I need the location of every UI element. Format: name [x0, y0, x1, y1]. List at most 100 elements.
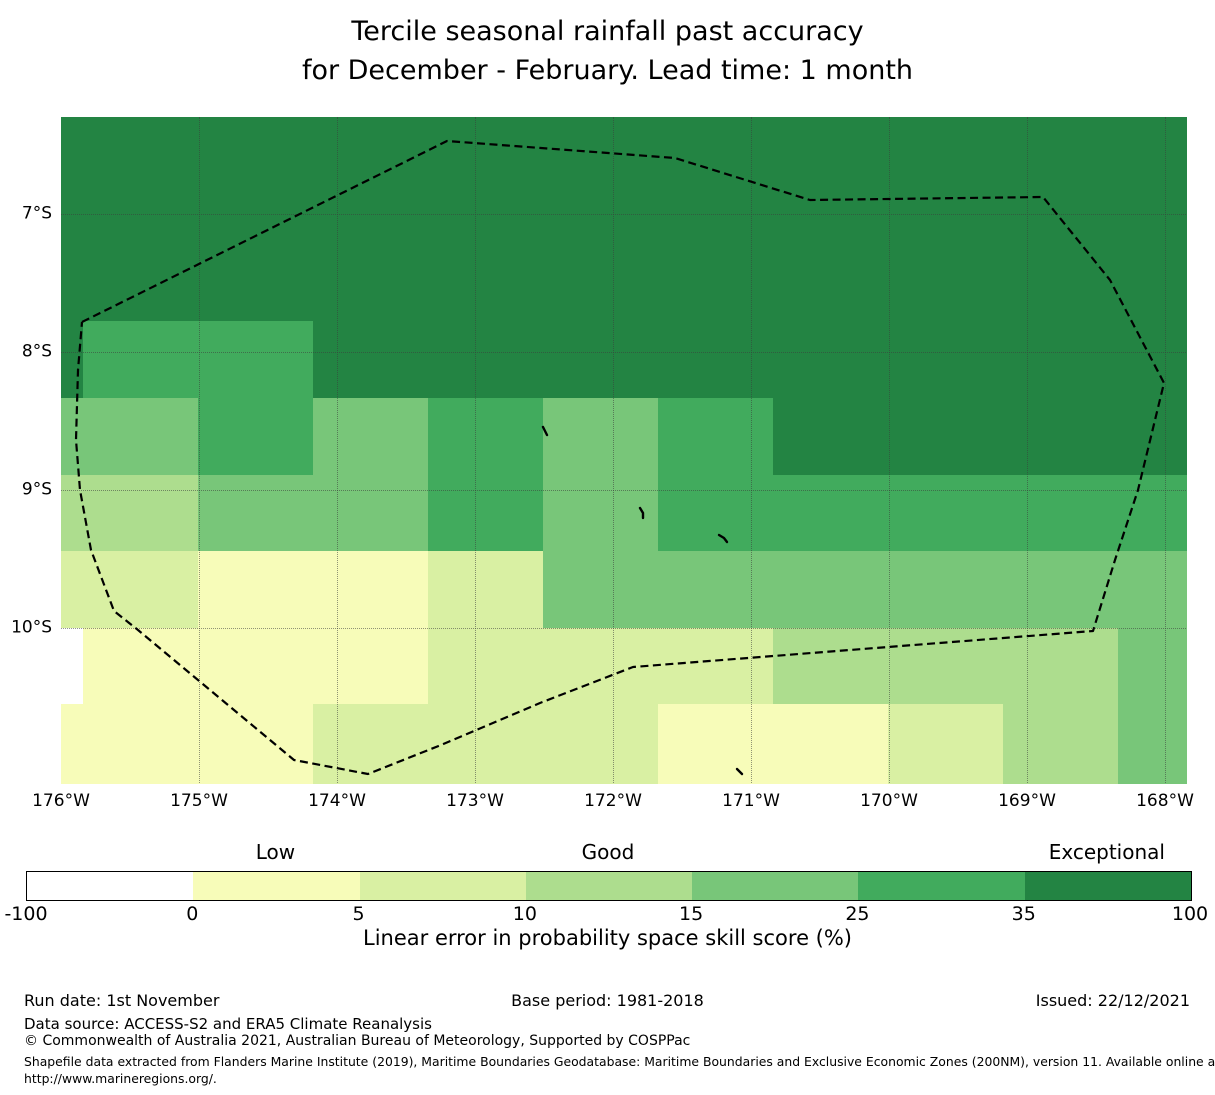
map-cell — [61, 704, 84, 784]
map-gridline-v — [337, 117, 338, 783]
colorbar-segment — [858, 872, 1025, 900]
x-tick-label: 175°W — [170, 791, 228, 811]
map-cell — [1003, 704, 1119, 784]
figure-title: Tercile seasonal rainfall past accuracy … — [0, 12, 1215, 90]
map-gridline-h — [61, 352, 1186, 353]
map-cell — [61, 475, 84, 552]
map-cell — [198, 704, 314, 784]
map-cell — [428, 321, 544, 399]
map-cell — [313, 475, 429, 552]
map-cell — [658, 628, 774, 705]
map-cell — [313, 398, 429, 476]
map-cell — [888, 551, 1004, 629]
map-cell — [543, 628, 659, 705]
map-cell — [61, 168, 84, 245]
map-cell — [543, 704, 659, 784]
x-tick-label: 168°W — [1136, 791, 1194, 811]
map-cell — [313, 704, 429, 784]
colorbar-category-label: Exceptional — [1048, 840, 1165, 864]
map-cell — [658, 704, 774, 784]
map-cell — [83, 704, 199, 784]
map-cell — [83, 551, 199, 629]
map-cell — [61, 628, 84, 705]
map-cell — [773, 117, 889, 169]
map-cell — [61, 117, 84, 169]
colorbar-segment — [27, 872, 194, 900]
x-tick-label: 173°W — [446, 791, 504, 811]
map-cell — [83, 244, 199, 322]
map-cell — [428, 117, 544, 169]
map-cell — [198, 475, 314, 552]
colorbar-tick-label: -100 — [4, 903, 48, 925]
map-cell — [1118, 475, 1187, 552]
map-cell — [83, 475, 199, 552]
map-cell — [658, 475, 774, 552]
map-cell — [61, 398, 84, 476]
map-cell — [83, 321, 199, 399]
figure-title-line2: for December - February. Lead time: 1 mo… — [301, 55, 914, 86]
map-cell — [888, 168, 1004, 245]
x-tick-label: 171°W — [722, 791, 780, 811]
map-cell — [888, 117, 1004, 169]
map-cell — [428, 628, 544, 705]
map-cell — [198, 628, 314, 705]
data-source-text: Data source: ACCESS-S2 and ERA5 Climate … — [24, 1015, 432, 1033]
y-tick-label: 9°S — [21, 479, 52, 500]
colorbar-tick-label: 35 — [1011, 903, 1036, 925]
map-cell — [1003, 168, 1119, 245]
map-cell — [888, 475, 1004, 552]
map-cell — [83, 117, 199, 169]
colorbar-segment — [525, 872, 693, 900]
issued-date-text: Issued: 22/12/2021 — [1035, 991, 1190, 1010]
map-cell — [773, 168, 889, 245]
map-cell — [543, 168, 659, 245]
map-gridline-v — [1027, 117, 1028, 783]
map-cell — [888, 704, 1004, 784]
run-date-text: Run date: 1st November — [24, 991, 220, 1010]
map-gridline-h — [61, 628, 1186, 629]
map-cell — [1118, 398, 1187, 476]
map-cell — [428, 398, 544, 476]
map-cell — [658, 398, 774, 476]
rainfall-accuracy-map — [61, 117, 1187, 784]
colorbar-tick-label: 5 — [352, 903, 365, 925]
map-cell — [198, 398, 314, 476]
base-period-text: Base period: 1981-2018 — [511, 991, 704, 1010]
map-gridline-v — [613, 117, 614, 783]
map-cell — [313, 628, 429, 705]
copyright-text: © Commonwealth of Australia 2021, Austra… — [24, 1033, 691, 1049]
colorbar-segment — [359, 872, 526, 900]
x-tick-label: 170°W — [860, 791, 918, 811]
map-cell — [1118, 168, 1187, 245]
map-cell — [61, 321, 84, 399]
x-tick-label: 176°W — [32, 791, 90, 811]
colorbar-tick-label: 0 — [186, 903, 199, 925]
map-cell — [313, 321, 429, 399]
map-cell — [658, 321, 774, 399]
map-cell — [773, 244, 889, 322]
map-gridline-h — [61, 214, 1186, 215]
map-cell — [1003, 244, 1119, 322]
map-cell — [888, 321, 1004, 399]
y-tick-label: 7°S — [21, 203, 52, 224]
map-cell — [1003, 117, 1119, 169]
map-cell — [888, 398, 1004, 476]
map-cell — [428, 168, 544, 245]
colorbar-tick-label: 15 — [679, 903, 704, 925]
colorbar-segment — [1024, 872, 1191, 900]
map-cell — [198, 321, 314, 399]
colorbar-tick-label: 10 — [512, 903, 537, 925]
map-gridline-v — [1165, 117, 1166, 783]
map-cell — [83, 398, 199, 476]
map-cell — [1118, 244, 1187, 322]
map-cell — [773, 321, 889, 399]
colorbar-tick-label: 25 — [845, 903, 870, 925]
map-cell — [198, 244, 314, 322]
map-cell — [198, 168, 314, 245]
map-cell — [1003, 475, 1119, 552]
map-cell — [198, 551, 314, 629]
map-cell — [61, 551, 84, 629]
map-cell — [543, 321, 659, 399]
map-cell — [1118, 704, 1187, 784]
